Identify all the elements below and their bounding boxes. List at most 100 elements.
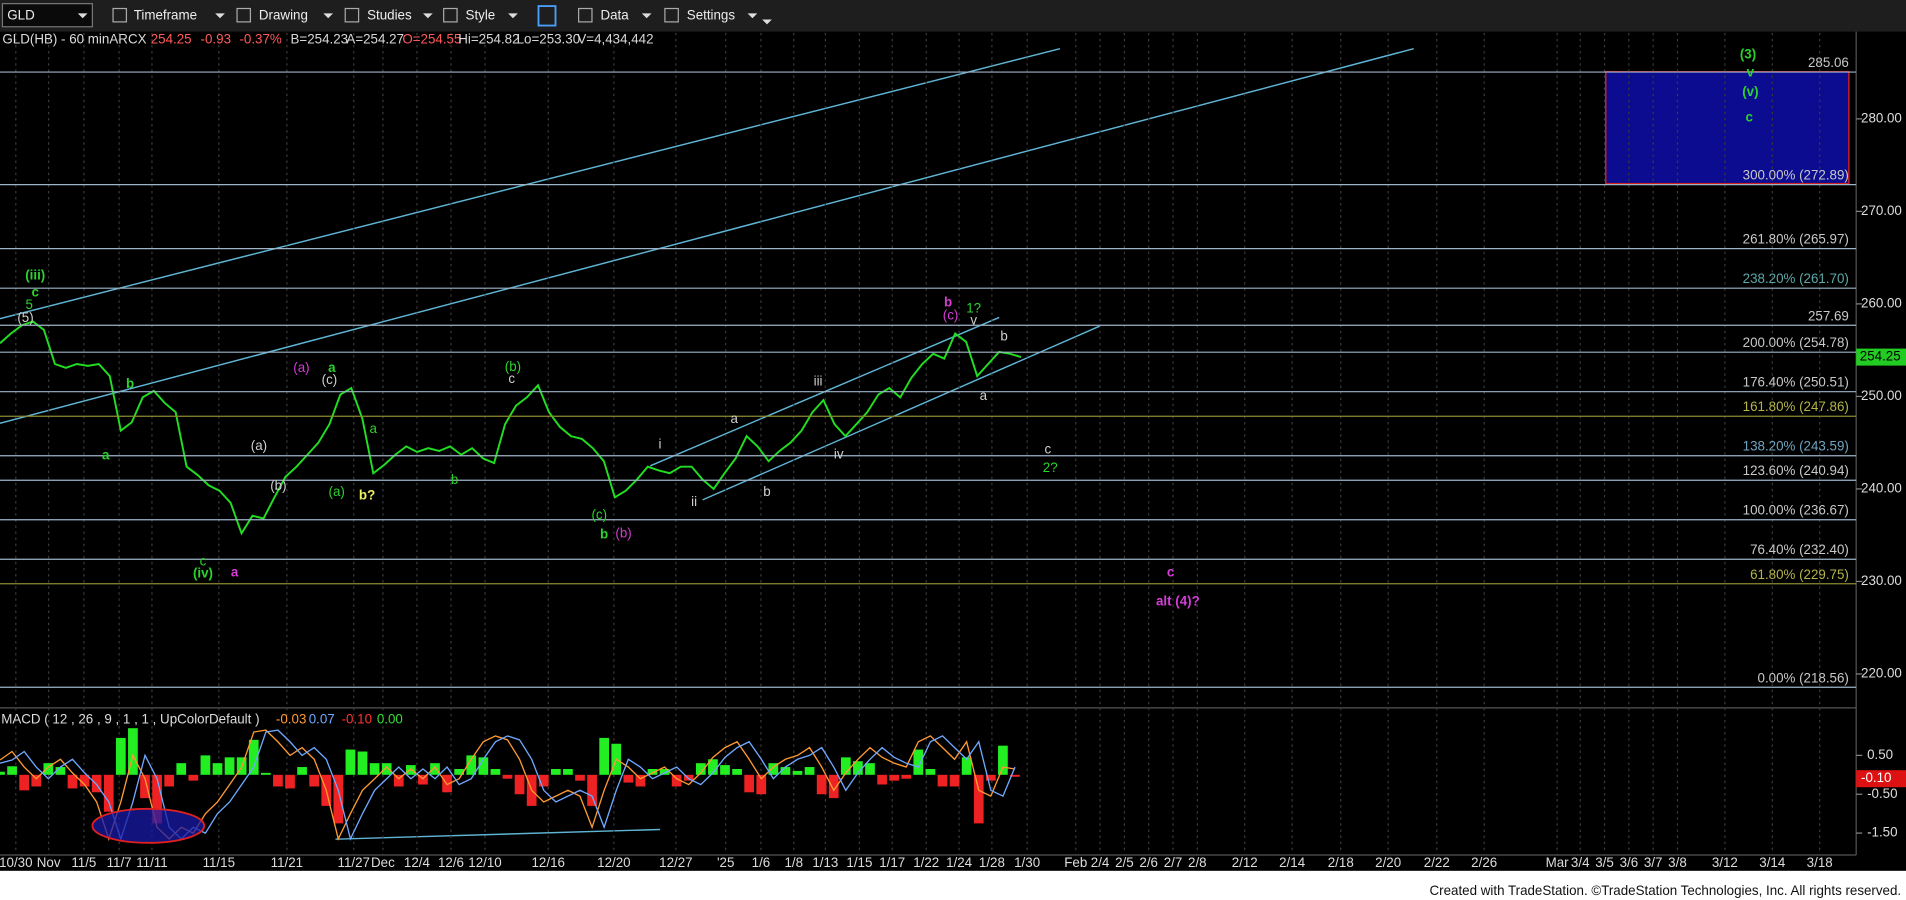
histogram-bar	[164, 774, 175, 787]
wave-label: c	[200, 553, 207, 568]
last-value-label: -0.10	[1861, 770, 1891, 785]
wave-label: a	[369, 421, 377, 436]
histogram-bar	[913, 749, 924, 775]
histogram-bar	[224, 757, 235, 775]
y-tick-label: -0.50	[1867, 786, 1897, 801]
x-tick-label: 11/11	[136, 855, 167, 870]
symbol-input[interactable]	[1, 3, 93, 28]
dropdown-arrow	[77, 13, 88, 19]
x-tick-label: 12/20	[597, 855, 630, 870]
quote-item: B=254.23	[291, 32, 349, 47]
x-tick-label: 3/5	[1595, 855, 1614, 870]
histogram-bar	[55, 767, 66, 775]
x-tick-label: 1/28	[979, 855, 1005, 870]
layer	[0, 320, 1022, 842]
histogram-bar	[635, 774, 646, 787]
histogram-bar	[273, 774, 283, 787]
price-line	[0, 320, 1022, 536]
x-tick-label: 2/12	[1232, 855, 1258, 870]
quote-item: -0.93	[201, 32, 231, 47]
histogram-bar	[563, 768, 573, 775]
histogram-bar	[587, 774, 597, 806]
histogram-bar	[393, 774, 404, 787]
wave-label: iii	[814, 373, 823, 388]
y-tick-label: 0.50	[1867, 747, 1893, 762]
macd-title: MACD ( 12 , 26 , 9 , 1 , 1 , UpColorDefa…	[1, 712, 259, 727]
histogram-bar	[647, 768, 658, 775]
dropdown-arrow	[747, 13, 758, 19]
wave-label: alt (4)?	[1156, 594, 1200, 609]
histogram-bar	[176, 763, 187, 775]
wave-label: (v)	[1742, 84, 1758, 99]
x-tick-label: 2/22	[1424, 855, 1450, 870]
x-tick-label: 12/27	[659, 855, 692, 870]
x-tick-label: 12/4	[404, 855, 431, 870]
x-tick-label: 1/15	[846, 855, 872, 870]
level-label: 76.40% (232.40)	[1750, 542, 1849, 557]
wave-label: a	[231, 564, 239, 579]
x-tick-label: 2/7	[1164, 855, 1183, 870]
histogram-bar	[418, 774, 428, 785]
histogram-bar	[152, 774, 162, 824]
menu-item[interactable]: Timeframe	[134, 7, 197, 22]
wave-label: b	[1000, 328, 1007, 343]
x-tick-label: 2/26	[1471, 855, 1497, 870]
histogram-bar	[877, 774, 887, 785]
menu-item[interactable]: Drawing	[259, 7, 308, 22]
histogram-bar	[260, 772, 271, 775]
x-tick-label: 12/6	[438, 855, 464, 870]
histogram-bar	[973, 774, 984, 824]
histogram-bar	[333, 774, 344, 824]
menu-item[interactable]: Style	[466, 7, 496, 22]
x-tick-label: 2/5	[1115, 855, 1134, 870]
channel-line	[0, 47, 1414, 424]
histogram-bar	[901, 774, 912, 779]
wave-label: a	[328, 360, 336, 375]
menu-item[interactable]: Studies	[367, 7, 412, 22]
histogram-bar	[345, 749, 356, 775]
wave-label: iv	[834, 446, 844, 461]
x-tick-label: 1/6	[752, 855, 771, 870]
menu-item[interactable]: Settings	[687, 7, 736, 22]
wave-label: b	[944, 294, 952, 309]
histogram-bar	[828, 774, 839, 799]
quote-item: A=254.27	[346, 32, 404, 47]
wave-label: i	[659, 437, 662, 452]
histogram-bar	[720, 765, 730, 775]
dropdown-arrow	[762, 19, 772, 25]
x-tick-label: 3/7	[1644, 855, 1663, 870]
histogram-bar	[732, 768, 742, 775]
level-label: 100.00% (236.67)	[1743, 503, 1849, 518]
histogram-bar	[1010, 774, 1020, 777]
x-tick-label: 11/15	[203, 855, 235, 870]
quote-item: Lo=253.30	[517, 32, 581, 47]
macd-readout: 0.07	[309, 712, 335, 727]
wave-label: a	[980, 388, 988, 403]
histogram-bar	[0, 771, 5, 775]
menu-item[interactable]: Data	[600, 7, 629, 22]
histogram-bar	[937, 774, 948, 787]
x-tick-label: 3/18	[1807, 855, 1833, 870]
histogram-bar	[309, 774, 320, 787]
histogram-bar	[19, 774, 30, 791]
wave-label: 2?	[1043, 460, 1058, 475]
macd-readout: -0.10	[342, 712, 372, 727]
histogram-bar	[853, 761, 863, 775]
wave-label: (c)	[322, 372, 338, 387]
x-tick-label: 1/8	[784, 855, 803, 870]
wave-label: c	[508, 371, 515, 386]
x-tick-label: 3/8	[1668, 855, 1687, 870]
histogram-bar	[248, 739, 259, 775]
histogram-bar	[140, 774, 150, 799]
histogram-bar	[478, 757, 489, 775]
wave-label: c	[32, 285, 40, 300]
histogram-bar	[115, 737, 126, 775]
x-tick-label: Mar	[1546, 855, 1570, 870]
x-tick-label: '25	[717, 855, 734, 870]
histogram-bar	[840, 757, 851, 775]
histogram-bar	[949, 774, 960, 787]
histogram-bar	[285, 774, 295, 789]
footer-bar	[0, 870, 1906, 900]
x-tick-label: 2/14	[1279, 855, 1306, 870]
histogram-bar	[756, 774, 767, 795]
